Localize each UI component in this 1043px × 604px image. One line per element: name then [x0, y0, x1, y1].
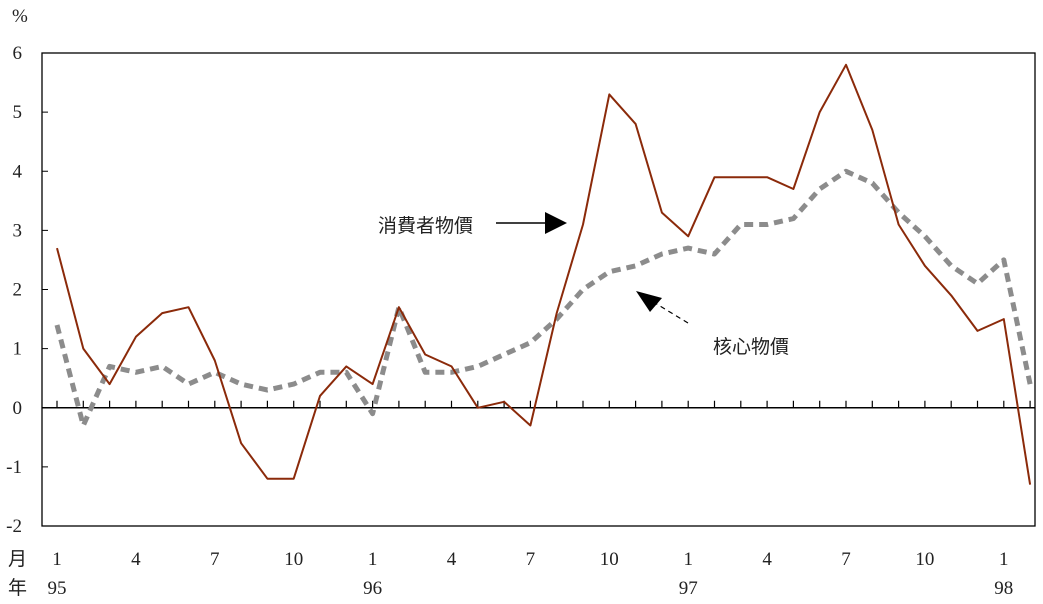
annotation-cpi-arrowhead: [545, 212, 567, 234]
plot-frame: [41, 52, 1036, 527]
y-tick-label: 6: [13, 43, 23, 64]
annotation-cpi-label: 消費者物價: [378, 215, 473, 237]
x-month-row-label: 月: [8, 549, 27, 570]
x-tick-label: 10: [284, 549, 303, 570]
x-tick-label: 4: [447, 549, 457, 570]
y-tick-label: 3: [13, 220, 23, 241]
x-tick-label: 1: [52, 549, 62, 570]
y-tick-label: 4: [13, 161, 23, 182]
x-tick-label: 1: [368, 549, 378, 570]
x-tick-label: 4: [762, 549, 772, 570]
x-tick-label: 4: [131, 549, 141, 570]
y-tick-label: 5: [13, 102, 23, 123]
x-tick-label: 10: [600, 549, 619, 570]
annotation-core-arrow: [654, 302, 689, 324]
y-unit-label: %: [12, 6, 28, 27]
y-tick-label: 2: [13, 280, 23, 301]
x-year-label: 96: [363, 578, 382, 599]
x-tick-label: 7: [841, 549, 851, 570]
x-tick-label: 7: [526, 549, 536, 570]
x-tick-label: 10: [915, 549, 934, 570]
y-tick-label: -2: [6, 516, 22, 537]
annotation-core-label: 核心物價: [713, 336, 789, 358]
x-tick-label: 1: [683, 549, 693, 570]
x-tick-label: 7: [210, 549, 220, 570]
y-tick-label: 0: [13, 398, 23, 419]
y-tick-label: -1: [6, 457, 22, 478]
y-tick-label: 1: [13, 339, 23, 360]
x-year-row-label: 年: [8, 577, 27, 599]
x-year-label: 95: [48, 578, 67, 599]
x-year-label: 97: [679, 578, 698, 599]
x-tick-label: 1: [999, 549, 1009, 570]
series-line-core: [54, 168, 1033, 428]
series-line-cpi: [56, 63, 1032, 485]
x-year-label: 98: [994, 578, 1013, 599]
annotation-core-arrowhead: [636, 291, 662, 312]
